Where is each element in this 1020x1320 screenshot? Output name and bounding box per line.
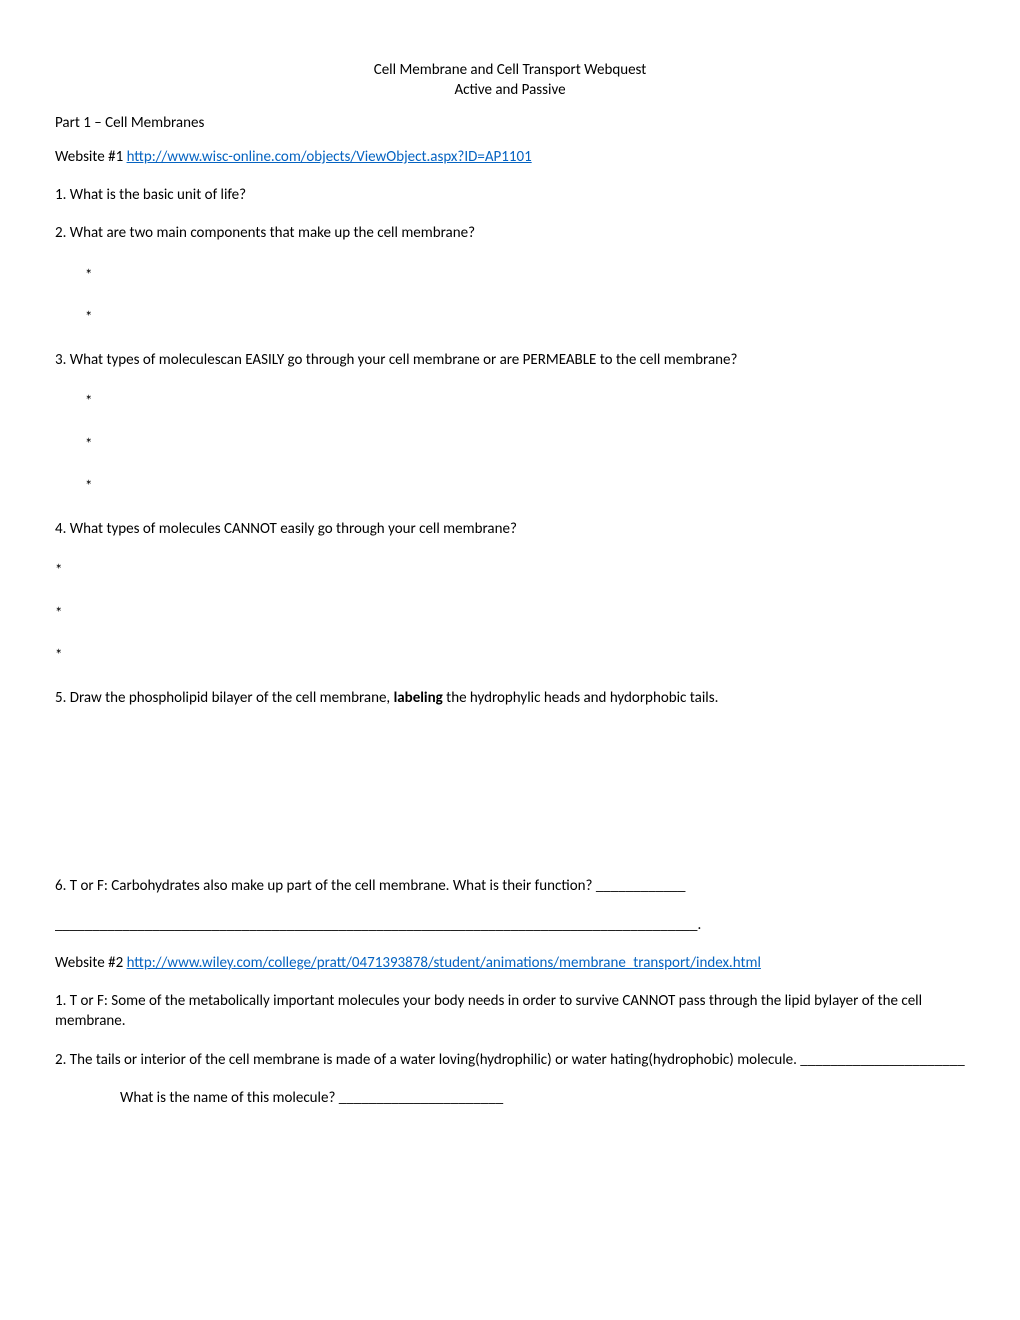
bullet-item: * [85,477,965,497]
w2-question-2-sub: What is the name of this molecule? _____… [120,1088,965,1108]
q5-text-post: the hydrophylic heads and hydorphobic ta… [443,689,719,707]
question-6-blank: ________________________________________… [55,915,965,935]
w2-question-1: 1. T or F: Some of the metabolically imp… [55,991,965,1032]
bullet-item: * [55,561,965,581]
website2-label: Website #2 [55,954,127,972]
bullet-item: * [85,308,965,328]
part1-heading: Part 1 – Cell Membranes [55,113,965,133]
question-2: 2. What are two main components that mak… [55,223,965,243]
website2-link[interactable]: http://www.wiley.com/college/pratt/04713… [127,954,761,972]
bullet-item: * [55,646,965,666]
website1-label: Website #1 [55,148,127,166]
drawing-space [55,726,965,876]
question-3: 3. What types of moleculescan EASILY go … [55,350,965,370]
bullet-item: * [85,435,965,455]
question-4: 4. What types of molecules CANNOT easily… [55,519,965,539]
bullet-item: * [55,604,965,624]
question-1: 1. What is the basic unit of life? [55,185,965,205]
bullet-item: * [85,392,965,412]
question-6: 6. T or F: Carbohydrates also make up pa… [55,876,965,896]
w2-question-2: 2. The tails or interior of the cell mem… [55,1050,965,1070]
q5-text-pre: 5. Draw the phospholipid bilayer of the … [55,689,394,707]
document-subtitle: Active and Passive [55,80,965,100]
bullet-item: * [85,266,965,286]
document-title: Cell Membrane and Cell Transport Webques… [55,60,965,80]
question-5: 5. Draw the phospholipid bilayer of the … [55,688,965,708]
q5-text-bold: labeling [394,689,443,707]
website1-link[interactable]: http://www.wisc-online.com/objects/ViewO… [127,148,532,166]
